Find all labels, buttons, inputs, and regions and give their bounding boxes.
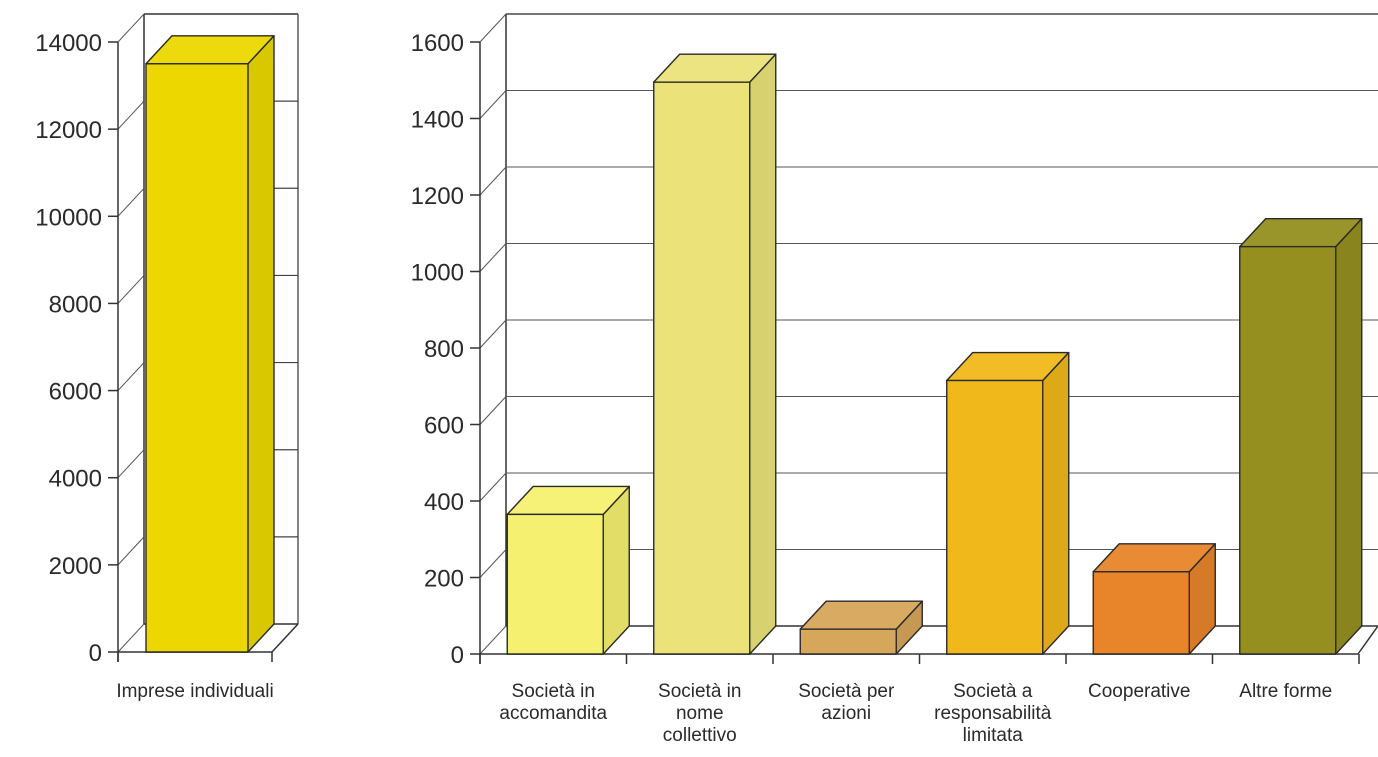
bar (653, 53, 777, 655)
y-tick-label: 2000 (49, 553, 102, 580)
x-category-label-line: Società per (798, 681, 895, 702)
side-wall-line (117, 100, 145, 130)
side-wall-line (117, 187, 145, 217)
x-category-label-line: nome (676, 703, 724, 724)
y-tick-label: 1600 (411, 30, 464, 57)
x-category-label-line: Cooperative (1088, 681, 1190, 702)
side-wall-line (479, 243, 507, 272)
side-wall-line (479, 396, 507, 425)
side-wall-line (479, 472, 507, 502)
side-wall-line (479, 13, 507, 43)
side-wall-line (117, 275, 145, 304)
x-category-label: Cooperative (1088, 681, 1190, 702)
x-category-label: Imprese individuali (116, 681, 273, 702)
y-tick-label: 800 (424, 336, 464, 363)
bar-front-face (1239, 245, 1337, 655)
y-tick-label: 10000 (35, 204, 102, 231)
x-category-label: Società per azioni (798, 681, 895, 724)
x-category-label-line: Società in (658, 681, 741, 702)
side-wall-line (479, 166, 507, 196)
floor-right-edge (1357, 625, 1378, 655)
y-tick-label: 400 (424, 489, 464, 516)
bar-front-face (145, 63, 249, 653)
y-tick-label: 0 (89, 640, 102, 667)
bar (1239, 217, 1363, 655)
side-wall-line (117, 13, 145, 43)
side-wall-line (479, 90, 507, 119)
side-wall-line (479, 625, 507, 655)
x-category-label-line: Società in (512, 681, 595, 702)
bar (799, 600, 923, 655)
x-category-label-line: responsabilità (934, 703, 1052, 724)
x-category-label: Società in accomandita (499, 681, 607, 724)
bar-front-face (653, 81, 751, 655)
bar (145, 35, 275, 653)
side-wall-line (117, 362, 145, 391)
y-tick-label: 1000 (411, 260, 464, 287)
x-category-label-line: azioni (821, 703, 871, 724)
x-category-label-line: limitata (963, 725, 1024, 746)
bar (506, 485, 630, 655)
side-wall-line (479, 319, 507, 349)
side-wall-line (117, 449, 145, 479)
x-category-label: Società in nome collettivo (658, 681, 741, 746)
y-tick-label: 12000 (35, 117, 102, 144)
bar-front-face (946, 379, 1044, 655)
x-category-label: Società a responsabilità limitata (934, 681, 1052, 746)
y-tick-label: 1400 (411, 107, 464, 134)
y-tick-label: 1200 (411, 183, 464, 210)
y-tick-label: 200 (424, 566, 464, 593)
bar-front-face (1092, 571, 1190, 655)
x-category-label-line: Società a (953, 681, 1033, 702)
x-category-label-line: collettivo (663, 725, 737, 746)
x-category-label-line: accomandita (499, 703, 607, 724)
side-wall-line (479, 549, 507, 578)
side-wall-line (117, 536, 145, 566)
y-tick-label: 4000 (49, 466, 102, 493)
x-category-label: Altre forme (1239, 681, 1332, 702)
y-tick-label: 0 (451, 642, 464, 669)
y-tick-label: 6000 (49, 379, 102, 406)
x-category-label-line: Altre forme (1239, 681, 1332, 702)
y-tick-label: 600 (424, 413, 464, 440)
bar-front-face (506, 513, 604, 655)
bar (946, 351, 1070, 655)
y-tick-label: 14000 (35, 30, 102, 57)
y-tick-label: 8000 (49, 291, 102, 318)
bar (1092, 543, 1216, 655)
x-category-label-line: Imprese individuali (116, 681, 273, 702)
bar-front-face (799, 628, 897, 655)
side-wall-line (117, 623, 145, 653)
chart-imprese-individuali: 0 2000 4000 6000 8000 10000 12000 14000 Imprese … (35, 13, 299, 702)
floor-right-edge (271, 623, 299, 653)
